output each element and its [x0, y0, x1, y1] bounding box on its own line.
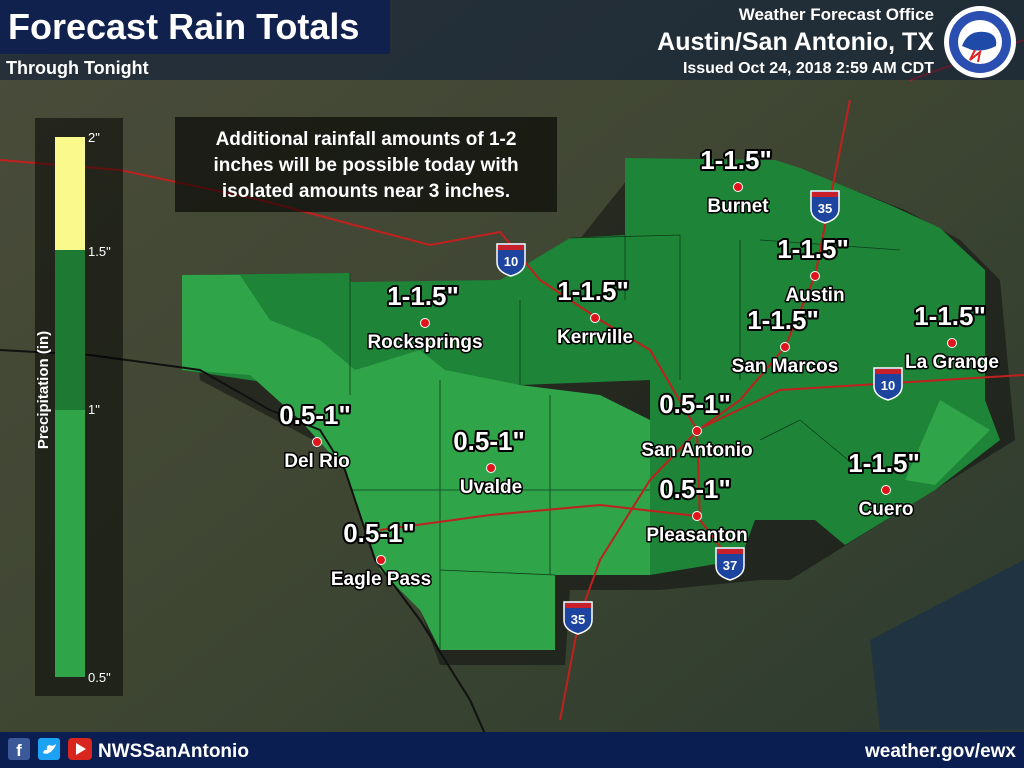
city-name: Del Rio	[284, 451, 349, 472]
city-dot	[692, 426, 702, 436]
shield-shape	[563, 601, 593, 635]
city-name: La Grange	[905, 352, 999, 373]
legend-tick: 1.5"	[88, 244, 111, 259]
title: Forecast Rain Totals	[8, 6, 359, 47]
interstate-number: 37	[723, 558, 737, 573]
legend-tick: 0.5"	[88, 670, 111, 685]
location: Austin/San Antonio, TX	[657, 28, 934, 56]
gulf-water	[870, 560, 1024, 730]
social-handle[interactable]: NWSSanAntonio	[98, 741, 249, 762]
note-box	[175, 117, 557, 212]
county-lines	[349, 234, 901, 650]
rain-amount: 0.5-1"	[659, 389, 731, 419]
shield-top	[498, 245, 524, 250]
interstate-number: 10	[881, 378, 895, 393]
city-dot	[590, 313, 600, 323]
legend-tick: 2"	[88, 130, 100, 145]
city-dot	[420, 318, 430, 328]
note-line: Additional rainfall amounts of 1-2	[216, 129, 517, 150]
note-line: inches will be possible today with	[213, 155, 518, 176]
shield-shape	[873, 367, 903, 401]
shield-shape	[810, 190, 840, 224]
city-dot	[692, 511, 702, 521]
region-moderate-rain	[182, 275, 650, 650]
city-dot	[780, 342, 790, 352]
shield-top	[565, 603, 591, 608]
interstate-shield: 37	[715, 547, 745, 581]
city-dot	[376, 555, 386, 565]
nws-logo	[944, 6, 1016, 78]
shield-shape	[715, 547, 745, 581]
interstate-shield: 10	[496, 243, 526, 277]
rain-amount: 0.5-1"	[659, 474, 731, 504]
shield-shape	[496, 243, 526, 277]
subtitle: Through Tonight	[6, 58, 149, 78]
shield-top	[717, 549, 743, 554]
rain-amount: 1-1.5"	[848, 448, 920, 478]
rain-amount: 1-1.5"	[777, 234, 849, 264]
website[interactable]: weather.gov/ewx	[864, 741, 1016, 762]
office: Weather Forecast Office	[739, 5, 934, 24]
facebook-icon[interactable]	[8, 738, 30, 760]
city-dot	[947, 338, 957, 348]
legend-tick: 1"	[88, 402, 100, 417]
note-line: isolated amounts near 3 inches.	[222, 181, 510, 202]
interstate-number: 35	[571, 612, 585, 627]
city-name: Uvalde	[460, 477, 522, 498]
interstate-shield: 10	[873, 367, 903, 401]
region-moderate-rain-east	[905, 400, 990, 485]
region-heavy-rain	[182, 158, 1000, 575]
city-name: Burnet	[707, 196, 769, 217]
interstate-shield: 35	[810, 190, 840, 224]
rain-amount: 1-1.5"	[700, 145, 772, 175]
rain-amount: 1-1.5"	[557, 276, 629, 306]
city-name: Eagle Pass	[331, 569, 431, 590]
interstate-number: 35	[818, 201, 832, 216]
city-dot	[733, 182, 743, 192]
city-name: Rocksprings	[367, 332, 482, 353]
city-dot	[486, 463, 496, 473]
rain-amount: 0.5-1"	[343, 518, 415, 548]
city-name: Kerrville	[557, 327, 633, 348]
city-name: San Antonio	[641, 440, 752, 461]
city-name: San Marcos	[732, 356, 839, 377]
shield-top	[812, 192, 838, 197]
city-name: Cuero	[859, 499, 914, 520]
interstate-shield: 35	[563, 601, 593, 635]
legend-swatch	[55, 250, 85, 410]
city-name: Austin	[785, 285, 844, 306]
city-name: Pleasanton	[646, 525, 747, 546]
twitter-glyph	[43, 744, 56, 754]
rain-amount: 1-1.5"	[747, 305, 819, 335]
rain-amount: 1-1.5"	[387, 281, 459, 311]
legend-title: Precipitation (in)	[35, 331, 52, 449]
rain-amount: 0.5-1"	[279, 400, 351, 430]
legend-swatch	[55, 137, 85, 250]
issued: Issued Oct 24, 2018 2:59 AM CDT	[683, 60, 934, 77]
legend-swatch	[55, 410, 85, 677]
title-band	[0, 0, 390, 54]
facebook-glyph: f	[16, 741, 22, 760]
rain-amount: 1-1.5"	[914, 301, 986, 331]
border	[0, 349, 501, 768]
city-dot	[881, 485, 891, 495]
city-dot	[810, 271, 820, 281]
youtube-glyph	[76, 743, 86, 755]
footer-band	[0, 732, 1024, 768]
interstate-number: 10	[504, 254, 518, 269]
city-dot	[312, 437, 322, 447]
rain-amount: 0.5-1"	[453, 426, 525, 456]
shield-top	[875, 369, 901, 374]
